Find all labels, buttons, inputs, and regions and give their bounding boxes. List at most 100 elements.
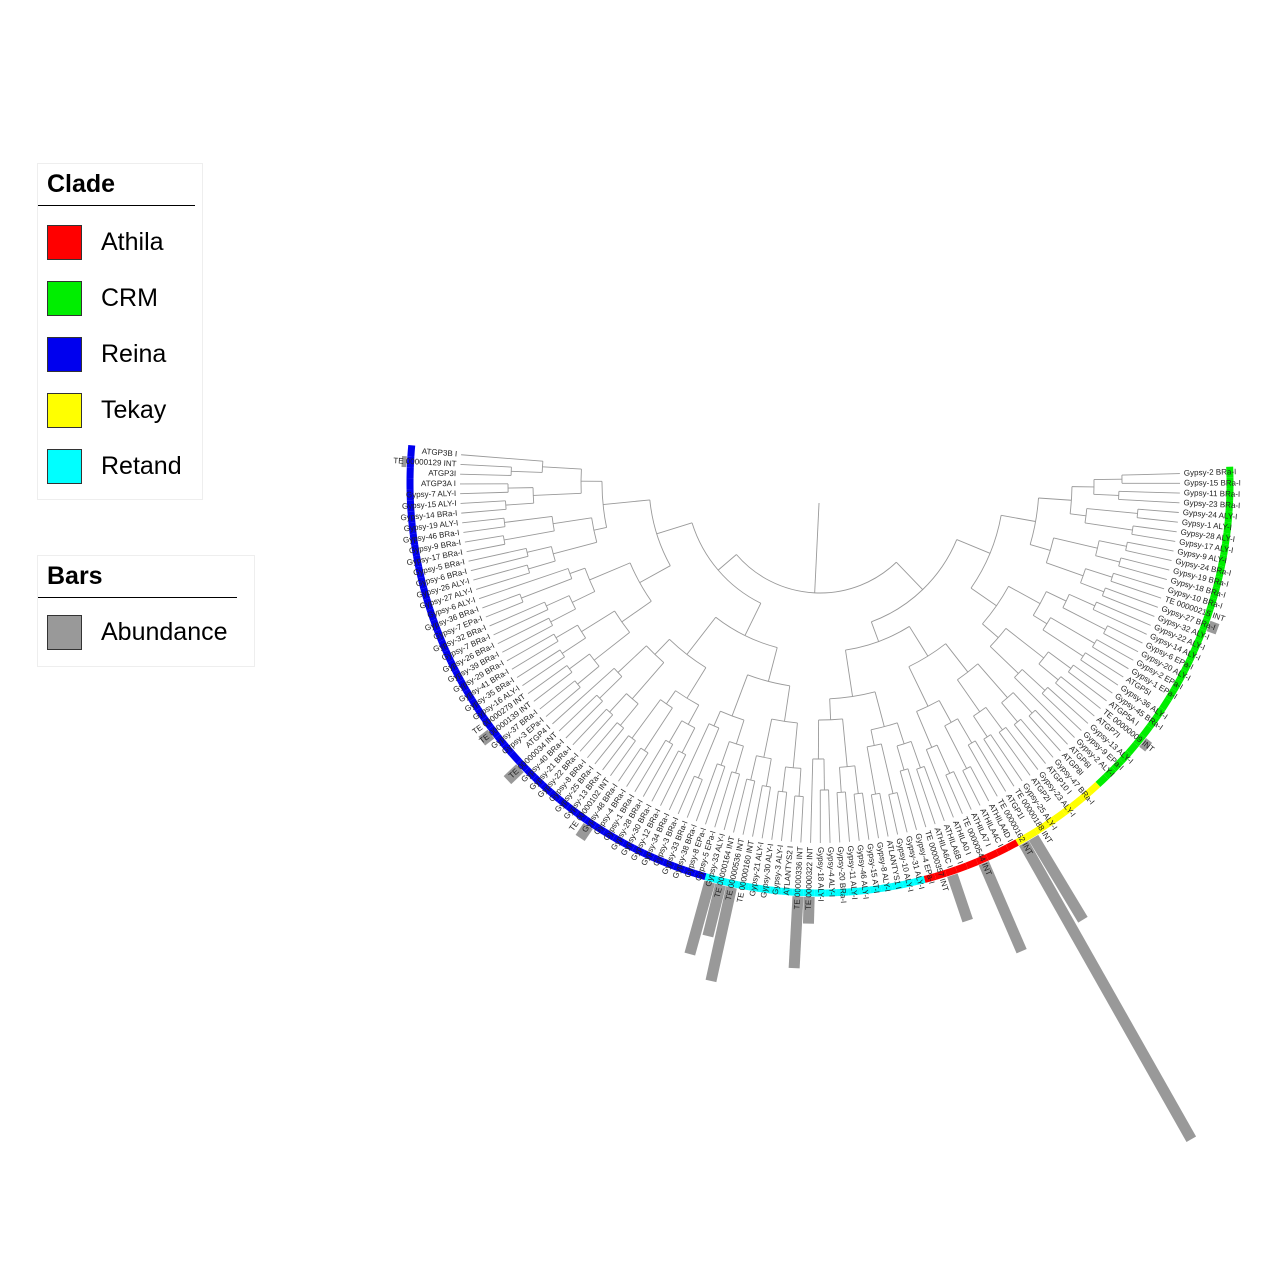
branch-segment xyxy=(533,671,573,702)
branch-arc xyxy=(681,720,696,729)
clade-ring-segment xyxy=(1224,510,1233,523)
branch-segment xyxy=(546,595,570,607)
branch-segment xyxy=(944,725,968,769)
branch-segment xyxy=(686,616,717,655)
clade-ring-segment xyxy=(1078,789,1092,802)
leaf-label: Gypsy-7 ALY-I xyxy=(406,489,456,499)
clade-ring-segment xyxy=(836,888,849,897)
branch-segment xyxy=(654,638,670,655)
clade-ring-segment xyxy=(406,456,415,468)
clade-ring-segment xyxy=(1218,554,1228,567)
branch-segment xyxy=(936,744,951,774)
branch-segment xyxy=(620,703,639,726)
branch-segment xyxy=(990,734,1023,782)
branch-segment xyxy=(870,729,875,746)
branch-arc xyxy=(962,766,971,771)
branch-segment xyxy=(989,646,1019,674)
branch-arc xyxy=(646,645,665,663)
branch-segment xyxy=(610,740,636,776)
branch-arc xyxy=(870,722,898,731)
branch-arc xyxy=(1092,639,1098,648)
clade-ring xyxy=(406,444,1234,897)
branch-segment xyxy=(497,617,550,645)
branch-segment xyxy=(522,656,565,686)
clade-ring-segment xyxy=(715,876,728,886)
clade-ring-segment xyxy=(1206,597,1217,610)
branch-segment xyxy=(634,740,667,792)
branch-segment xyxy=(896,722,905,744)
branch-arc xyxy=(1028,709,1036,717)
clade-ring-segment xyxy=(1223,521,1232,534)
branch-segment xyxy=(880,743,894,794)
clade-ring-segment xyxy=(672,862,686,874)
branch-segment xyxy=(854,765,859,794)
legend-swatch-crm xyxy=(47,280,82,316)
legend-item-abundance: Abundance xyxy=(38,604,254,660)
branch-segment xyxy=(1121,473,1180,476)
leaf-label: ATGP3A I xyxy=(421,479,456,488)
branch-segment xyxy=(651,750,679,802)
abundance-bar xyxy=(478,729,495,746)
legend-swatch-retand xyxy=(47,448,82,484)
branch-segment xyxy=(482,593,521,609)
branch-arc xyxy=(1042,617,1051,631)
branch-segment xyxy=(957,718,973,744)
clade-ring-segment xyxy=(1186,648,1198,662)
clade-ring-segment xyxy=(1221,532,1231,545)
branch-arc xyxy=(541,461,544,473)
branch-arc xyxy=(577,624,586,639)
branch-segment xyxy=(974,740,1007,792)
clade-ring-segment xyxy=(463,688,475,702)
branch-segment xyxy=(572,708,607,746)
legend-label-athila: Athila xyxy=(101,227,164,256)
branch-segment xyxy=(626,752,649,787)
branch-segment xyxy=(870,621,880,642)
branch-segment xyxy=(631,662,665,700)
clade-ring-segment xyxy=(420,587,431,600)
branch-segment xyxy=(550,608,576,623)
branch-segment xyxy=(720,741,730,766)
clade-ring-segment xyxy=(565,803,579,816)
branch-segment xyxy=(553,517,592,525)
clade-ring-segment xyxy=(1052,809,1066,823)
branch-segment xyxy=(1001,514,1036,522)
clade-ring-segment xyxy=(438,639,450,653)
clade-ring-segment xyxy=(524,767,537,780)
branch-segment xyxy=(1120,557,1170,571)
clade-ring-segment xyxy=(1165,687,1178,702)
clade-ring-segment xyxy=(415,565,425,579)
branch-segment xyxy=(836,792,841,843)
branch-arc xyxy=(818,718,843,721)
branch-segment xyxy=(502,625,553,653)
branch-segment xyxy=(1046,562,1084,577)
branch-segment xyxy=(463,526,506,533)
branch-arc xyxy=(660,699,673,709)
branch-segment xyxy=(1041,693,1082,731)
clade-ring-segment xyxy=(704,873,718,884)
clade-ring-segment xyxy=(1146,715,1160,729)
branch-segment xyxy=(742,780,756,835)
branch-segment xyxy=(617,645,647,673)
branch-segment xyxy=(842,718,848,767)
branch-segment xyxy=(1105,587,1159,608)
clade-ring-segment xyxy=(1095,774,1109,788)
clade-ring-segment xyxy=(1126,741,1139,755)
clade-ring-segment xyxy=(1034,822,1048,835)
branch-segment xyxy=(1021,669,1046,691)
branch-arc xyxy=(926,744,938,750)
branch-segment xyxy=(594,727,625,765)
branch-segment xyxy=(870,794,879,839)
clade-ring-segment xyxy=(965,858,979,870)
clade-ring-segment xyxy=(1171,678,1183,692)
branch-segment xyxy=(666,690,676,705)
branch-segment xyxy=(784,685,791,722)
clade-ring-segment xyxy=(411,544,420,557)
branch-segment xyxy=(1046,591,1067,602)
branch-segment xyxy=(493,609,549,636)
branch-segment xyxy=(1110,580,1162,599)
clade-ring-segment xyxy=(1181,658,1193,672)
branch-arc xyxy=(566,665,573,673)
clade-ring-segment xyxy=(621,839,635,852)
branch-segment xyxy=(1085,568,1113,578)
